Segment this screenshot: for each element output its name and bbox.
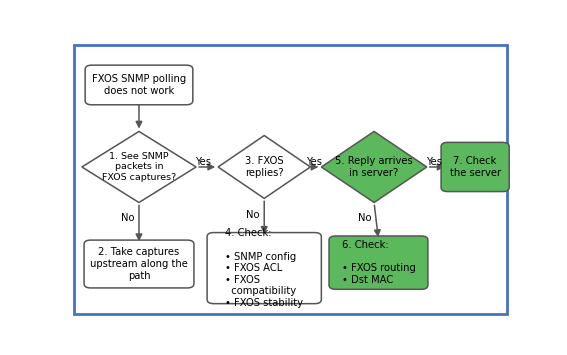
Text: 7. Check
the server: 7. Check the server (450, 156, 501, 178)
Text: 5. Reply arrives
in server?: 5. Reply arrives in server? (335, 156, 413, 178)
Text: FXOS SNMP polling
does not work: FXOS SNMP polling does not work (92, 74, 186, 96)
Text: 6. Check:

• FXOS routing
• Dst MAC: 6. Check: • FXOS routing • Dst MAC (341, 240, 416, 285)
Text: 3. FXOS
replies?: 3. FXOS replies? (245, 156, 284, 178)
Text: Yes: Yes (306, 157, 322, 166)
FancyBboxPatch shape (441, 142, 509, 192)
Text: 2. Take captures
upstream along the
path: 2. Take captures upstream along the path (90, 247, 188, 280)
Text: No: No (121, 213, 135, 223)
Text: No: No (358, 213, 371, 223)
Text: 1. See SNMP
packets in
FXOS captures?: 1. See SNMP packets in FXOS captures? (102, 152, 176, 182)
Text: No: No (247, 210, 260, 220)
FancyBboxPatch shape (85, 65, 193, 105)
FancyBboxPatch shape (329, 236, 428, 289)
Text: Yes: Yes (426, 157, 442, 166)
Polygon shape (218, 136, 310, 198)
Text: Yes: Yes (194, 157, 211, 166)
Polygon shape (321, 131, 427, 202)
FancyBboxPatch shape (84, 240, 194, 288)
Polygon shape (82, 131, 196, 202)
FancyBboxPatch shape (207, 233, 321, 304)
Text: 4. Check:

• SNMP config
• FXOS ACL
• FXOS
  compatibility
• FXOS stability: 4. Check: • SNMP config • FXOS ACL • FXO… (225, 228, 303, 308)
